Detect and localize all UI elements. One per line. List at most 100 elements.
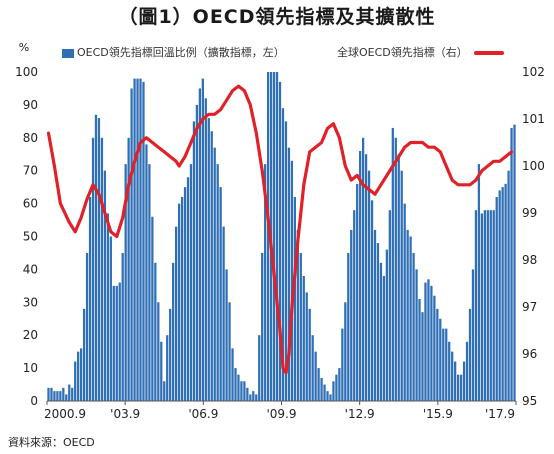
diffusion-bar xyxy=(364,154,368,401)
diffusion-bar xyxy=(249,394,252,401)
left-tick-label: 60 xyxy=(23,197,38,211)
x-tick-label: '12.9 xyxy=(345,407,375,421)
diffusion-bar xyxy=(264,164,267,401)
left-axis-unit: % xyxy=(19,41,29,54)
diffusion-bar xyxy=(367,170,371,401)
diffusion-bar xyxy=(492,210,495,401)
left-tick-label: 20 xyxy=(23,328,38,342)
diffusion-bar xyxy=(344,302,347,401)
diffusion-bar xyxy=(50,387,53,401)
diffusion-bar xyxy=(406,229,409,401)
diffusion-bar xyxy=(136,78,139,401)
diffusion-bar xyxy=(305,292,308,401)
diffusion-bar xyxy=(278,81,282,402)
diffusion-bar xyxy=(424,282,427,401)
diffusion-bar xyxy=(489,210,492,401)
left-tick-label: 90 xyxy=(23,98,38,112)
diffusion-bar xyxy=(195,104,199,402)
diffusion-bar xyxy=(71,387,74,401)
diffusion-bar xyxy=(65,394,68,401)
diffusion-bar xyxy=(468,308,472,401)
diffusion-bar xyxy=(163,381,166,401)
diffusion-bar xyxy=(350,229,353,401)
diffusion-bar xyxy=(465,341,469,401)
diffusion-bar xyxy=(299,252,302,401)
diffusion-bar xyxy=(462,361,466,401)
diffusion-bar xyxy=(474,210,478,401)
source-note: 資料來源：OECD xyxy=(8,436,95,449)
diffusion-bar xyxy=(252,391,255,401)
diffusion-bar xyxy=(74,361,77,401)
diffusion-bar xyxy=(157,302,160,401)
diffusion-bar xyxy=(329,394,332,401)
diffusion-bar xyxy=(311,335,314,401)
diffusion-bar xyxy=(228,302,231,401)
diffusion-bar xyxy=(290,160,294,401)
left-tick-label: 50 xyxy=(23,230,38,244)
right-tick-label: 100 xyxy=(522,159,545,173)
diffusion-bar xyxy=(302,275,305,401)
axes-layer: 0 10 20 30 40 50 60 70 80 90 100 95 96 97 98 99 100 101 10… xyxy=(15,65,545,421)
diffusion-bar xyxy=(222,226,225,401)
diffusion-bar xyxy=(477,164,481,401)
diffusion-bar xyxy=(359,150,362,401)
left-tick-label: 70 xyxy=(23,164,38,178)
diffusion-bar xyxy=(80,348,83,401)
diffusion-bar xyxy=(234,368,237,401)
bars-layer xyxy=(47,72,516,402)
diffusion-bar xyxy=(415,269,418,401)
diffusion-bar xyxy=(68,384,71,401)
diffusion-bar xyxy=(115,285,118,401)
diffusion-bar xyxy=(130,88,133,401)
right-tick-label: 95 xyxy=(522,394,537,408)
diffusion-bar xyxy=(504,183,507,401)
diffusion-bar xyxy=(507,170,510,401)
diffusion-bar xyxy=(338,368,341,401)
legend-bar-label: OECD領先指標回溫比例（擴散指標，左） xyxy=(77,46,285,59)
diffusion-bar xyxy=(216,164,219,401)
diffusion-bar xyxy=(397,154,400,401)
diffusion-bar xyxy=(169,308,172,401)
diffusion-bar xyxy=(341,328,344,401)
diffusion-bar xyxy=(471,269,475,401)
x-tick-label: '09.9 xyxy=(266,407,296,421)
left-tick-label: 10 xyxy=(23,361,38,375)
diffusion-bar xyxy=(91,137,95,402)
diffusion-bar xyxy=(154,262,157,401)
legend-line-swatch xyxy=(473,51,504,55)
right-tick-label: 101 xyxy=(522,112,545,126)
diffusion-bar xyxy=(362,137,365,402)
diffusion-bar xyxy=(323,384,326,401)
x-tick-label: 2000.9 xyxy=(44,407,86,421)
diffusion-bar xyxy=(430,285,433,401)
right-tick-label: 99 xyxy=(522,206,537,220)
diffusion-bar xyxy=(192,121,196,401)
right-tick-label: 97 xyxy=(522,300,537,314)
diffusion-bar xyxy=(510,127,513,402)
diffusion-bar xyxy=(373,229,377,401)
diffusion-bar xyxy=(225,269,228,401)
diffusion-bar xyxy=(281,108,285,401)
diffusion-bar xyxy=(513,124,516,401)
diffusion-bar xyxy=(296,229,299,401)
diffusion-bar xyxy=(142,81,145,402)
diffusion-bar xyxy=(382,275,386,401)
diffusion-bar xyxy=(183,187,187,401)
diffusion-bar xyxy=(219,187,222,401)
diffusion-bar xyxy=(412,252,415,401)
diffusion-bar xyxy=(53,391,56,401)
diffusion-bar xyxy=(454,361,457,401)
right-tick-label: 98 xyxy=(522,253,537,267)
diffusion-bar xyxy=(237,374,240,401)
diffusion-bar xyxy=(148,164,151,401)
diffusion-bar xyxy=(112,285,115,401)
right-tick-label: 96 xyxy=(522,347,537,361)
legend-bars: OECD領先指標回溫比例（擴散指標，左） xyxy=(62,44,285,60)
diffusion-bar xyxy=(439,318,442,401)
diffusion-bar xyxy=(204,98,207,401)
diffusion-bar xyxy=(353,210,356,401)
diffusion-bar xyxy=(284,121,288,401)
diffusion-bar xyxy=(314,351,317,401)
diffusion-bar xyxy=(47,387,50,401)
diffusion-bar xyxy=(166,335,169,401)
